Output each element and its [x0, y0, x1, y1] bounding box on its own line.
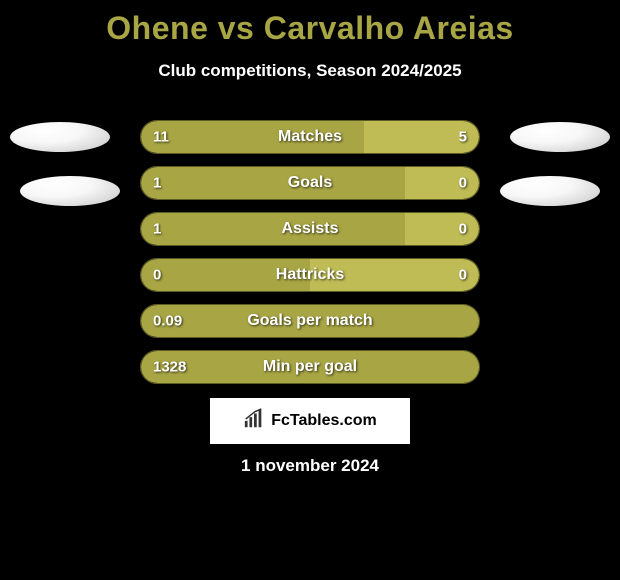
stat-left-value: 1	[153, 175, 161, 192]
stat-row: 1 0 Assists	[140, 212, 480, 246]
stat-row: 1328 Min per goal	[140, 350, 480, 384]
brand-badge: FcTables.com	[210, 398, 410, 444]
stat-label: Min per goal	[263, 358, 357, 376]
brand-chart-icon	[243, 408, 265, 435]
stat-left-value: 0.09	[153, 313, 182, 330]
bar-left-fill	[141, 167, 405, 199]
comparison-bars: 11 5 Matches 1 0 Goals 1 0 Assists 0 0 Hattricks 0.0…	[140, 120, 480, 396]
stat-label: Goals per match	[247, 312, 372, 330]
medal-left-2	[20, 176, 120, 206]
stat-row: 11 5 Matches	[140, 120, 480, 154]
page-subtitle: Club competitions, Season 2024/2025	[0, 61, 620, 81]
stat-right-value: 5	[459, 129, 467, 146]
medal-right-1	[510, 122, 610, 152]
footer-date: 1 november 2024	[241, 456, 379, 476]
bar-right-fill	[405, 213, 479, 245]
stat-right-value: 0	[459, 221, 467, 238]
stat-label: Assists	[282, 220, 339, 238]
stat-left-value: 1328	[153, 359, 186, 376]
stat-row: 1 0 Goals	[140, 166, 480, 200]
stat-label: Hattricks	[276, 266, 344, 284]
stat-left-value: 0	[153, 267, 161, 284]
stat-right-value: 0	[459, 175, 467, 192]
brand-text: FcTables.com	[271, 412, 377, 430]
page-title: Ohene vs Carvalho Areias	[0, 0, 620, 47]
stat-label: Goals	[288, 174, 332, 192]
stat-row: 0.09 Goals per match	[140, 304, 480, 338]
stat-right-value: 0	[459, 267, 467, 284]
stat-left-value: 11	[153, 129, 169, 146]
stat-label: Matches	[278, 128, 342, 146]
bar-right-fill	[405, 167, 479, 199]
medal-right-2	[500, 176, 600, 206]
stat-left-value: 1	[153, 221, 161, 238]
medal-left-1	[10, 122, 110, 152]
bar-left-fill	[141, 213, 405, 245]
stat-row: 0 0 Hattricks	[140, 258, 480, 292]
